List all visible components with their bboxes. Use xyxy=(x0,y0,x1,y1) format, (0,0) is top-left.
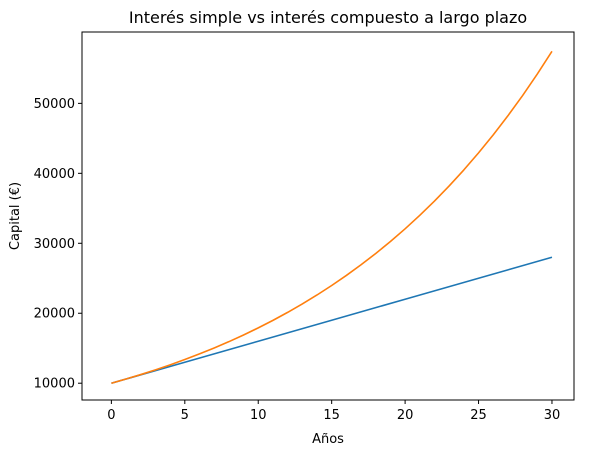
x-tick-label: 0 xyxy=(107,408,115,423)
y-tick-label: 50000 xyxy=(34,97,75,112)
y-axis-ticks: 10000 20000 30000 40000 50000 xyxy=(34,97,82,392)
x-tick-label: 30 xyxy=(544,408,561,423)
series-line-2 xyxy=(111,50,553,384)
x-axis-ticks: 0 5 10 15 20 25 30 xyxy=(107,400,560,423)
y-tick-label: 40000 xyxy=(34,167,75,182)
plot-frame xyxy=(81,31,575,401)
x-tick-label: 5 xyxy=(181,408,189,423)
series-line-1 xyxy=(111,256,553,384)
chart-title: Interés simple vs interés compuesto a la… xyxy=(129,8,527,27)
y-axis-label: Capital (€) xyxy=(8,182,23,250)
series-layer xyxy=(111,50,553,384)
x-tick-label: 25 xyxy=(470,408,487,423)
y-tick-label: 20000 xyxy=(34,307,75,322)
y-tick-label: 10000 xyxy=(34,377,75,392)
x-tick-label: 15 xyxy=(323,408,340,423)
y-tick-label: 30000 xyxy=(34,237,75,252)
x-tick-label: 20 xyxy=(397,408,414,423)
x-tick-label: 10 xyxy=(250,408,267,423)
x-axis-label: Años xyxy=(312,432,344,447)
